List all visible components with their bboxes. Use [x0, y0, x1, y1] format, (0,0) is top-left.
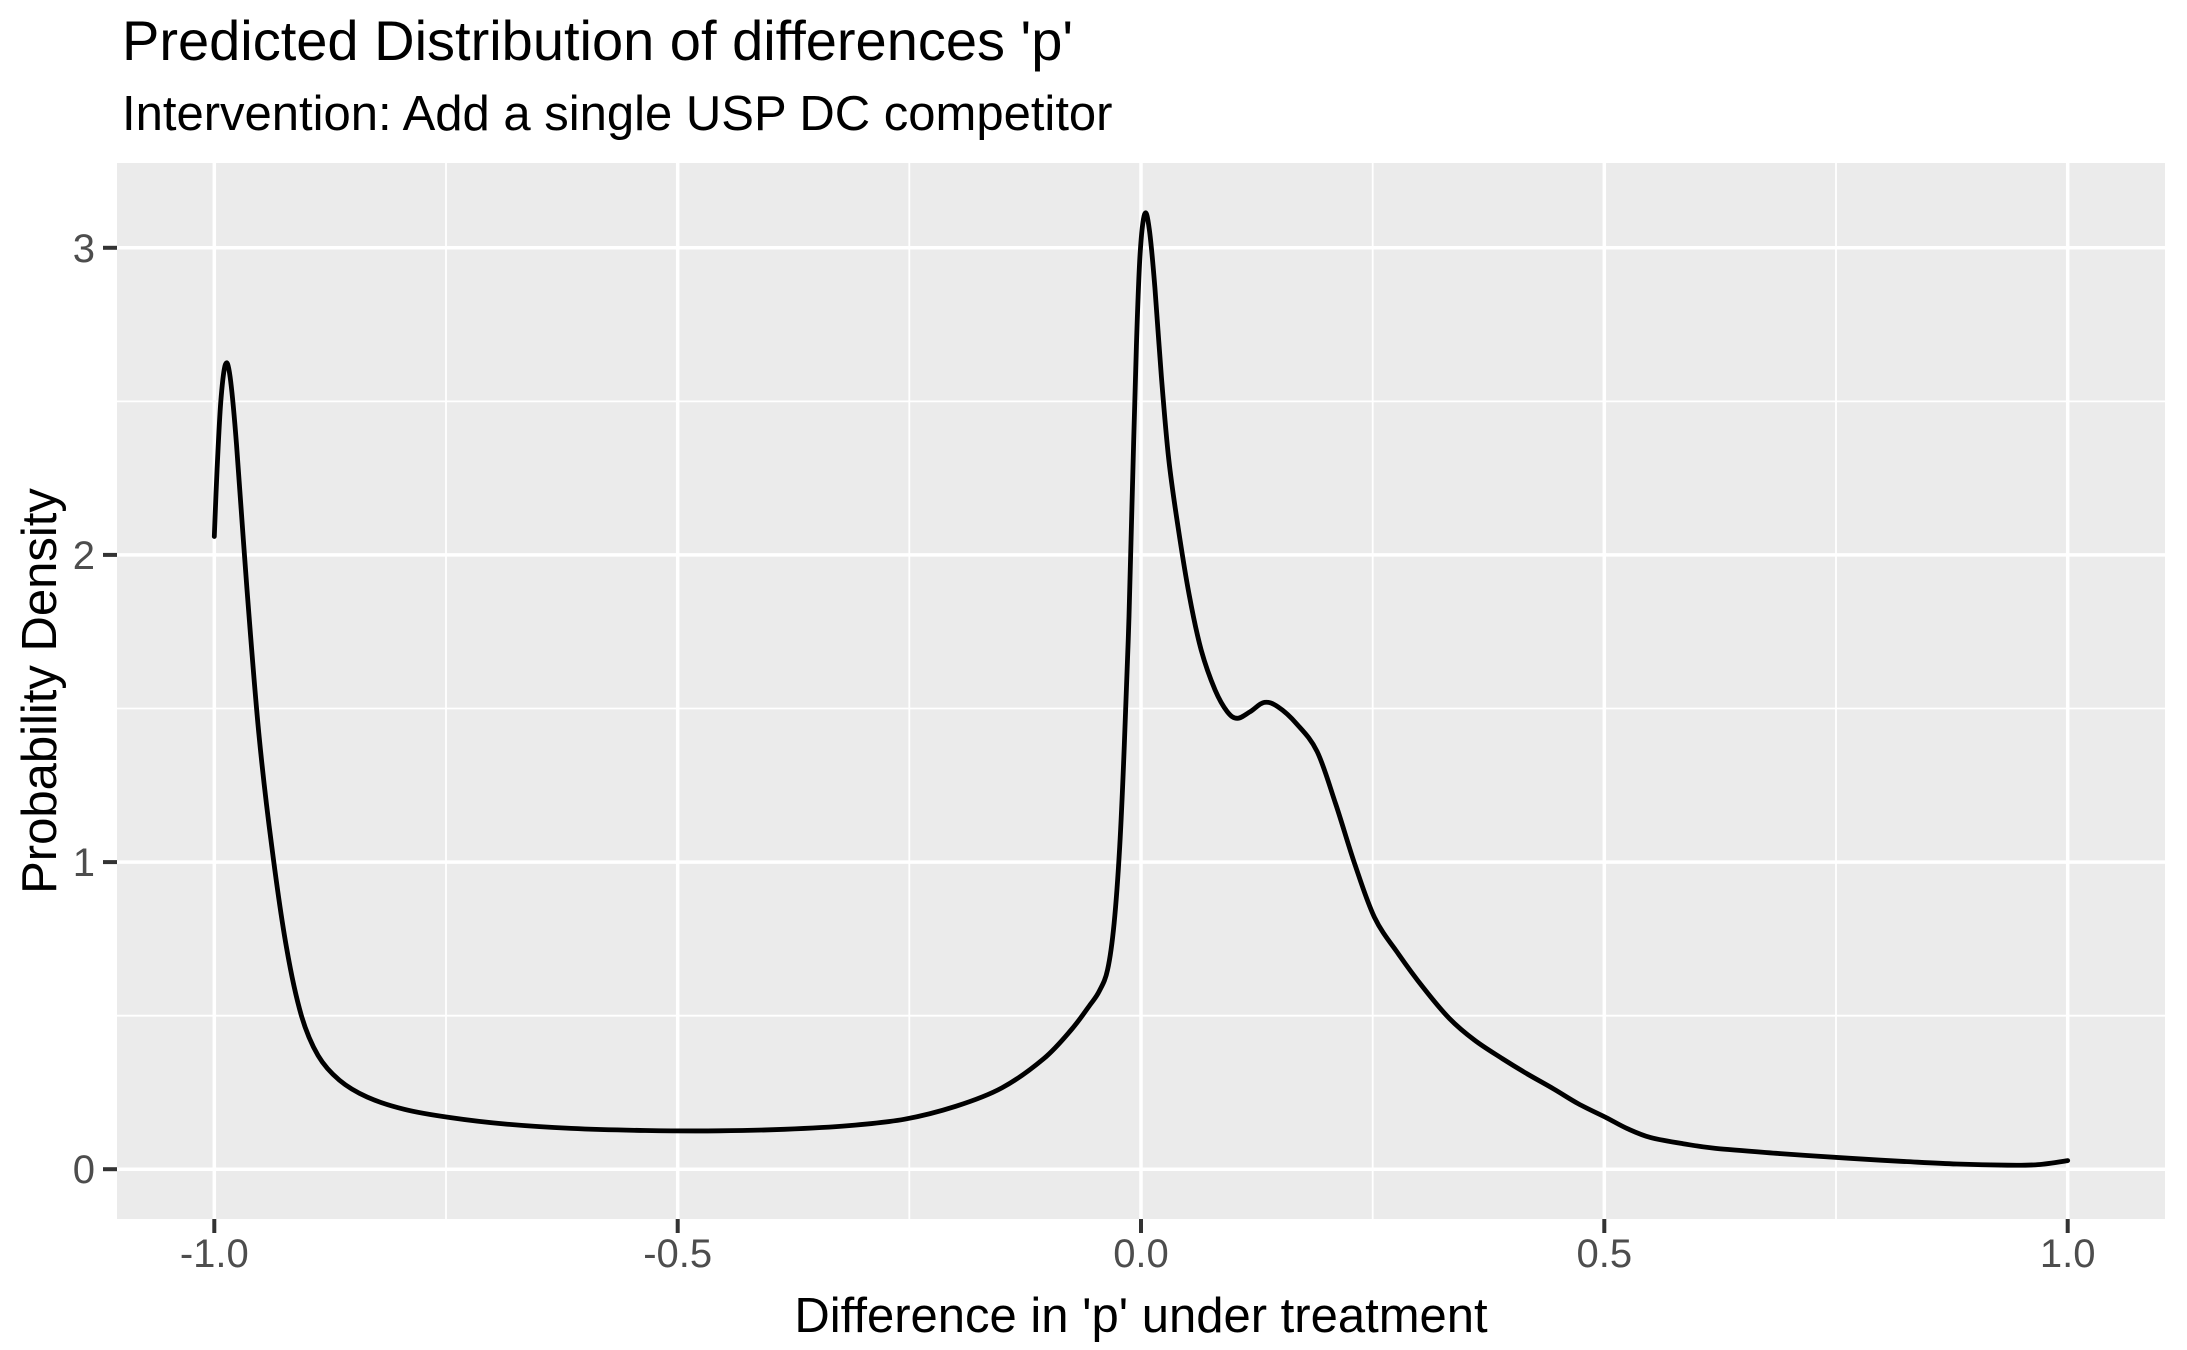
- x-tick-label: 0.5: [1576, 1232, 1632, 1276]
- y-tick-label: 3: [73, 227, 95, 271]
- y-tick-label: 1: [73, 841, 95, 885]
- density-curve: [211, 210, 2071, 1168]
- x-axis-title: Difference in 'p' under treatment: [794, 1289, 1488, 1343]
- chart-subtitle: Intervention: Add a single USP DC compet…: [122, 87, 1113, 141]
- y-tick-label: 0: [73, 1148, 95, 1192]
- chart-title: Predicted Distribution of differences 'p…: [122, 9, 1074, 72]
- x-tick-label: -1.0: [180, 1232, 249, 1276]
- x-tick-label: 1.0: [2040, 1232, 2096, 1276]
- x-tick-label: -0.5: [643, 1232, 712, 1276]
- y-tick-label: 2: [73, 534, 95, 578]
- x-tick-label: 0.0: [1113, 1232, 1169, 1276]
- y-axis-title: Probability Density: [13, 488, 67, 894]
